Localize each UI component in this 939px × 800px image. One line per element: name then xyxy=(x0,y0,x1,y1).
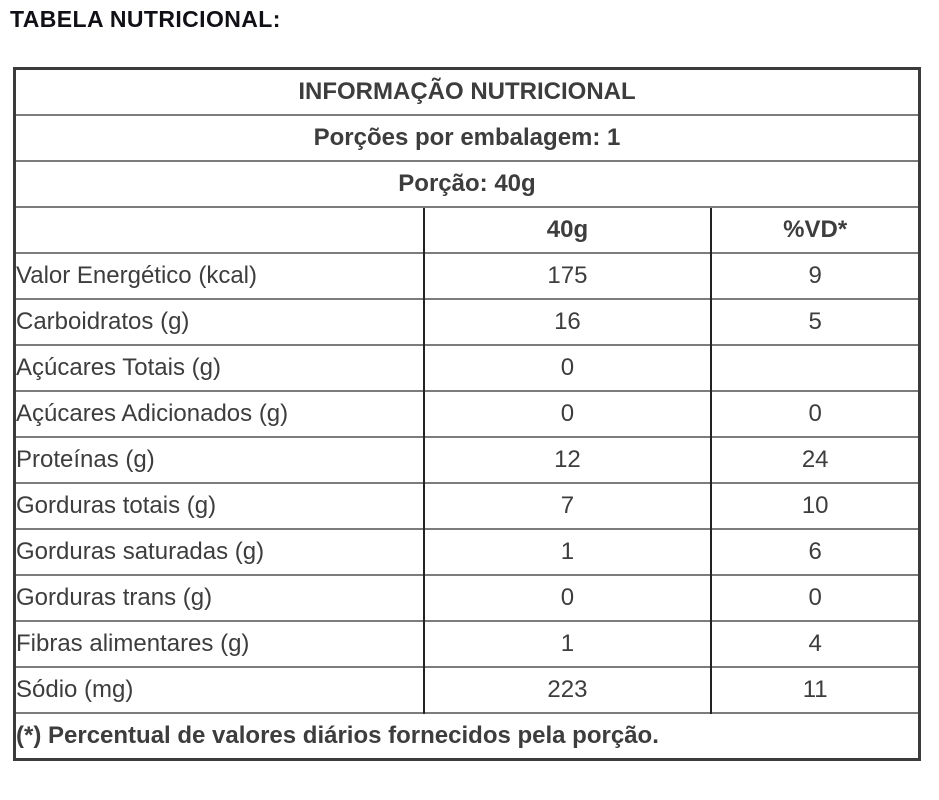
table-row: Sódio (mg) 223 11 xyxy=(14,666,920,713)
nutrient-label: Valor Energético (kcal) xyxy=(14,252,424,299)
vd-value: 4 xyxy=(710,620,920,667)
col-header-nutrient xyxy=(14,206,424,253)
table-body-section: Valor Energético (kcal) 175 9 Carboidrat… xyxy=(14,252,920,713)
table-row: Fibras alimentares (g) 1 4 xyxy=(14,620,920,667)
table-row: Gorduras totais (g) 7 10 xyxy=(14,482,920,529)
amount-value: 1 xyxy=(422,528,712,575)
vd-value: 0 xyxy=(710,574,920,621)
vd-value: 6 xyxy=(710,528,920,575)
amount-value: 1 xyxy=(422,620,712,667)
col-header-vd: %VD* xyxy=(710,206,920,253)
amount-value: 223 xyxy=(422,666,712,713)
nutrient-label: Gorduras saturadas (g) xyxy=(14,528,424,575)
nutrient-label: Gorduras trans (g) xyxy=(14,574,424,621)
amount-value: 0 xyxy=(422,390,712,437)
portion-row: Porção: 40g xyxy=(14,160,920,207)
vd-value: 9 xyxy=(710,252,920,299)
table-title-row: INFORMAÇÃO NUTRICIONAL xyxy=(15,69,920,116)
servings-per-package: Porções por embalagem: 1 xyxy=(14,114,920,161)
table-row: Açúcares Totais (g) 0 xyxy=(14,344,920,391)
vd-value: 5 xyxy=(710,298,920,345)
vd-value: 10 xyxy=(710,482,920,529)
nutrient-label: Sódio (mg) xyxy=(14,666,424,713)
vd-value xyxy=(710,344,920,391)
nutrient-label: Fibras alimentares (g) xyxy=(14,620,424,667)
amount-value: 7 xyxy=(422,482,712,529)
table-row: Proteínas (g) 12 24 xyxy=(14,436,920,483)
nutrition-table: INFORMAÇÃO NUTRICIONAL Porções por embal… xyxy=(13,67,921,761)
col-header-amount: 40g xyxy=(422,206,712,253)
table-row: Açúcares Adicionados (g) 0 0 xyxy=(14,390,920,437)
amount-value: 0 xyxy=(422,344,712,391)
table-footer-section: (*) Percentual de valores diários fornec… xyxy=(14,712,920,760)
nutrient-label: Proteínas (g) xyxy=(14,436,424,483)
column-header-row: 40g %VD* xyxy=(14,206,920,253)
amount-value: 175 xyxy=(422,252,712,299)
servings-row: Porções por embalagem: 1 xyxy=(14,114,920,161)
table-row: Carboidratos (g) 16 5 xyxy=(14,298,920,345)
footnote: (*) Percentual de valores diários fornec… xyxy=(14,712,920,760)
table-row: Gorduras saturadas (g) 1 6 xyxy=(14,528,920,575)
vd-value: 24 xyxy=(710,436,920,483)
amount-value: 12 xyxy=(422,436,712,483)
amount-value: 0 xyxy=(422,574,712,621)
portion-size: Porção: 40g xyxy=(14,160,920,207)
page-title: TABELA NUTRICIONAL: xyxy=(10,6,281,32)
vd-value: 11 xyxy=(710,666,920,713)
nutrient-label: Açúcares Totais (g) xyxy=(14,344,424,391)
amount-value: 16 xyxy=(422,298,712,345)
footnote-row: (*) Percentual de valores diários fornec… xyxy=(14,712,920,760)
table-row: Valor Energético (kcal) 175 9 xyxy=(14,252,920,299)
table-row: Gorduras trans (g) 0 0 xyxy=(14,574,920,621)
nutrient-label: Carboidratos (g) xyxy=(14,298,424,345)
table-header-section: INFORMAÇÃO NUTRICIONAL Porções por embal… xyxy=(14,69,920,253)
vd-value: 0 xyxy=(710,390,920,437)
nutrient-label: Açúcares Adicionados (g) xyxy=(14,390,424,437)
nutrient-label: Gorduras totais (g) xyxy=(14,482,424,529)
table-title: INFORMAÇÃO NUTRICIONAL xyxy=(298,78,636,105)
